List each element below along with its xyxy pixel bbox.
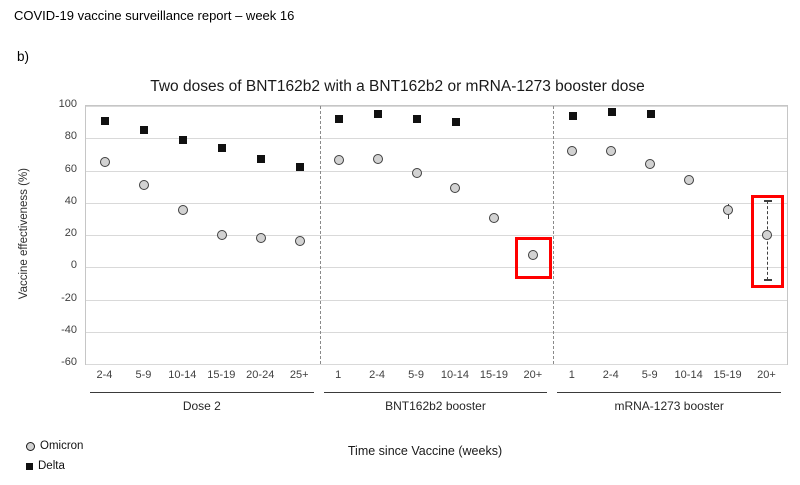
legend-item-delta: Delta xyxy=(26,456,83,476)
data-point-delta xyxy=(413,114,422,123)
data-point-omicron xyxy=(99,156,110,167)
error-bar-cap xyxy=(763,279,772,281)
x-tick-label: 2-4 xyxy=(602,369,619,381)
gridline xyxy=(86,106,787,107)
data-point-omicron xyxy=(762,229,773,240)
gridline xyxy=(86,331,787,333)
data-point-delta xyxy=(607,108,616,117)
report-header: COVID-19 vaccine surveillance report – w… xyxy=(14,8,295,23)
gridline xyxy=(86,202,787,204)
data-point-delta xyxy=(374,110,383,119)
data-point-delta xyxy=(257,155,266,164)
x-tick-label: 2-4 xyxy=(369,369,386,381)
y-tick-label: 60 xyxy=(64,162,77,175)
panel-label: Dose 2 xyxy=(182,399,221,413)
x-tick-label: 10-14 xyxy=(168,369,197,381)
data-point-omicron xyxy=(177,205,188,216)
panel-underline xyxy=(557,392,781,393)
legend-label-delta: Delta xyxy=(38,460,65,472)
x-tick-label: 1 xyxy=(335,369,342,381)
legend-item-omicron: Omicron xyxy=(26,436,83,456)
data-point-omicron xyxy=(645,158,656,169)
gridline xyxy=(86,235,787,236)
panel-label: BNT162b2 booster xyxy=(385,399,486,413)
gridline xyxy=(86,364,787,365)
delta-legend-marker-icon xyxy=(26,462,33,470)
data-point-omicron xyxy=(255,232,266,243)
x-tick-label: 5-9 xyxy=(135,369,152,381)
x-tick-label: 20-24 xyxy=(246,369,275,381)
data-point-delta xyxy=(296,163,305,172)
y-tick-label: 100 xyxy=(58,98,77,110)
x-tick-label: 1 xyxy=(568,369,575,381)
data-point-omicron xyxy=(567,145,578,156)
panel-separator xyxy=(319,106,321,364)
data-point-delta xyxy=(451,118,460,127)
data-point-delta xyxy=(568,111,577,120)
data-point-omicron xyxy=(333,155,344,166)
data-point-delta xyxy=(335,114,344,123)
data-point-omicron xyxy=(684,174,695,185)
x-tick-label: 5-9 xyxy=(641,369,658,381)
data-point-omicron xyxy=(450,182,461,193)
highlight-box xyxy=(751,194,785,289)
y-axis-title: Vaccine effectiveness (%) xyxy=(18,168,30,300)
panel-underline xyxy=(90,392,314,393)
y-tick-label: 0 xyxy=(70,259,77,272)
panel-label: mRNA-1273 booster xyxy=(614,399,724,413)
y-tick-label: 80 xyxy=(64,130,77,143)
highlight-box xyxy=(515,236,553,279)
legend: Omicron Delta xyxy=(26,436,83,476)
y-tick-label: 40 xyxy=(64,194,77,207)
y-tick-label: -20 xyxy=(61,291,77,304)
data-point-delta xyxy=(140,126,149,135)
x-tick-label: 10-14 xyxy=(674,369,703,381)
chart-title: Two doses of BNT162b2 with a BNT162b2 or… xyxy=(150,78,645,95)
x-tick-label: 5-9 xyxy=(408,369,424,381)
x-tick-label: 15-19 xyxy=(713,369,742,381)
figure-label: b) xyxy=(17,49,30,64)
x-tick-label: 15-19 xyxy=(207,369,236,381)
x-tick-label: 25+ xyxy=(289,369,309,381)
panel-underline xyxy=(323,392,548,393)
data-point-omicron xyxy=(411,168,422,179)
legend-label-omicron: Omicron xyxy=(40,440,84,452)
plot-area xyxy=(85,105,788,365)
gridline xyxy=(86,138,787,140)
data-point-delta xyxy=(101,116,110,125)
data-point-delta xyxy=(179,135,188,144)
x-tick-label: 20+ xyxy=(757,369,776,381)
x-tick-label: 15-19 xyxy=(479,369,508,381)
panel-separator xyxy=(553,106,555,364)
y-tick-label: -40 xyxy=(61,323,77,336)
x-axis-title: Time since Vaccine (weeks) xyxy=(347,444,503,458)
data-point-omicron xyxy=(489,213,500,224)
gridline xyxy=(86,267,787,269)
data-point-delta xyxy=(218,143,227,152)
data-point-delta xyxy=(646,110,655,119)
y-tick-label: 20 xyxy=(64,227,77,239)
gridline xyxy=(86,170,787,172)
omicron-legend-marker-icon xyxy=(26,441,35,451)
x-tick-label: 2-4 xyxy=(96,369,113,381)
x-tick-label: 10-14 xyxy=(440,369,470,381)
gridline xyxy=(86,299,787,301)
data-point-omicron xyxy=(216,229,227,240)
data-point-omicron xyxy=(138,179,149,190)
data-point-omicron xyxy=(528,250,539,261)
data-point-omicron xyxy=(606,145,617,156)
error-bar xyxy=(766,201,768,281)
x-tick-label: 20+ xyxy=(523,369,543,381)
data-point-omicron xyxy=(372,153,383,164)
error-bar-cap xyxy=(763,200,772,202)
data-point-omicron xyxy=(294,235,305,246)
data-point-omicron xyxy=(723,205,734,216)
y-tick-label: -60 xyxy=(61,356,77,368)
